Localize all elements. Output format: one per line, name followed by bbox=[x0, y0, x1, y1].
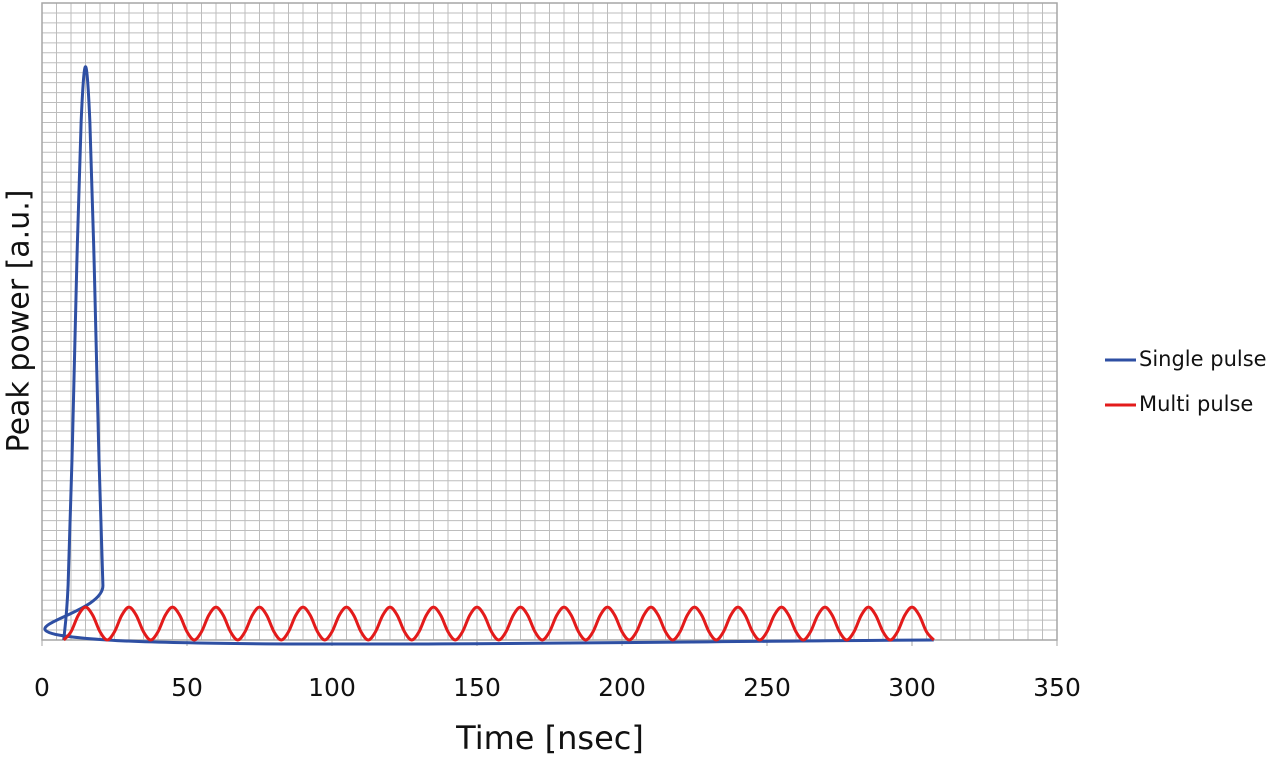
x-tick-label: 300 bbox=[888, 673, 936, 702]
series-line bbox=[43, 65, 934, 646]
x-axis-label: Time [nsec] bbox=[455, 719, 644, 757]
legend-label: Multi pulse bbox=[1139, 392, 1253, 416]
x-tick-label: 150 bbox=[453, 673, 501, 702]
series-line bbox=[62, 605, 935, 642]
y-axis-label: Peak power [a.u.] bbox=[2, 190, 37, 453]
x-tick-label: 350 bbox=[1033, 673, 1081, 702]
x-tick-label: 200 bbox=[598, 673, 646, 702]
x-tick-label: 50 bbox=[171, 673, 203, 702]
plot-frame bbox=[41, 2, 1058, 641]
legend-label: Single pulse bbox=[1139, 347, 1267, 371]
x-tick-label: 0 bbox=[34, 673, 50, 702]
x-tick-label: 250 bbox=[743, 673, 791, 702]
x-tick-label: 100 bbox=[308, 673, 356, 702]
